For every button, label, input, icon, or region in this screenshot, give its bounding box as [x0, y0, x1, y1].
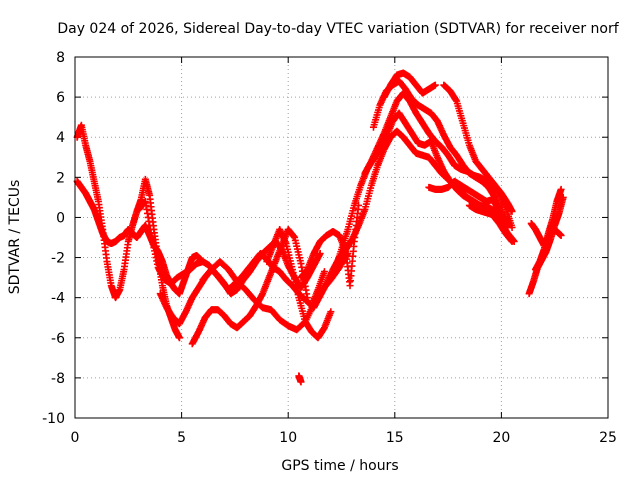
data-point-marker — [557, 185, 565, 193]
series-track-13 — [380, 69, 439, 101]
x-tick-label: 25 — [599, 430, 617, 446]
x-tick-label: 0 — [71, 430, 80, 446]
y-tick-label: -8 — [51, 371, 65, 387]
data-point-marker — [303, 294, 311, 302]
series-track-10 — [331, 109, 512, 274]
data-point-marker — [297, 378, 305, 386]
axis-ticks: 0 5 10 15 20 25 -10 -8 -6 -4 -2 0 2 4 6 8 — [42, 50, 617, 446]
data-point-marker — [320, 268, 328, 276]
series-track-2 — [73, 177, 205, 298]
data-point-marker — [508, 207, 516, 215]
y-tick-label: 0 — [56, 210, 65, 226]
data-point-marker — [327, 308, 335, 316]
series-track-16 — [465, 201, 518, 246]
x-axis-label: GPS time / hours — [281, 458, 398, 474]
x-tick-label: 20 — [492, 430, 510, 446]
y-axis-label: SDTVAR / TECUs — [7, 180, 23, 295]
data-point-marker — [175, 334, 183, 342]
data-point-marker — [431, 81, 439, 89]
series-track-9 — [310, 127, 516, 312]
y-tick-label: -6 — [51, 331, 65, 347]
series-track-15 — [440, 81, 516, 215]
data-point-marker — [557, 231, 565, 239]
x-tick-label: 15 — [386, 430, 404, 446]
series-track-7 — [263, 225, 335, 342]
x-tick-label: 5 — [177, 430, 186, 446]
y-tick-label: 6 — [56, 90, 65, 106]
y-tick-label: 2 — [56, 170, 65, 186]
series-track-20 — [295, 372, 305, 386]
y-tick-label: -4 — [51, 291, 65, 307]
data-marks — [73, 69, 567, 386]
plot-frame — [74, 56, 609, 419]
y-tick-label: 8 — [56, 50, 65, 66]
y-tick-label: 4 — [56, 130, 65, 146]
x-tick-label: 10 — [279, 430, 297, 446]
y-tick-label: -2 — [51, 251, 65, 267]
chart-title: Day 024 of 2026, Sidereal Day-to-day VTE… — [57, 21, 619, 37]
y-tick-label: -10 — [42, 411, 65, 427]
series-track-19 — [532, 185, 565, 274]
data-point-marker — [316, 250, 324, 258]
data-point-marker — [510, 238, 518, 246]
